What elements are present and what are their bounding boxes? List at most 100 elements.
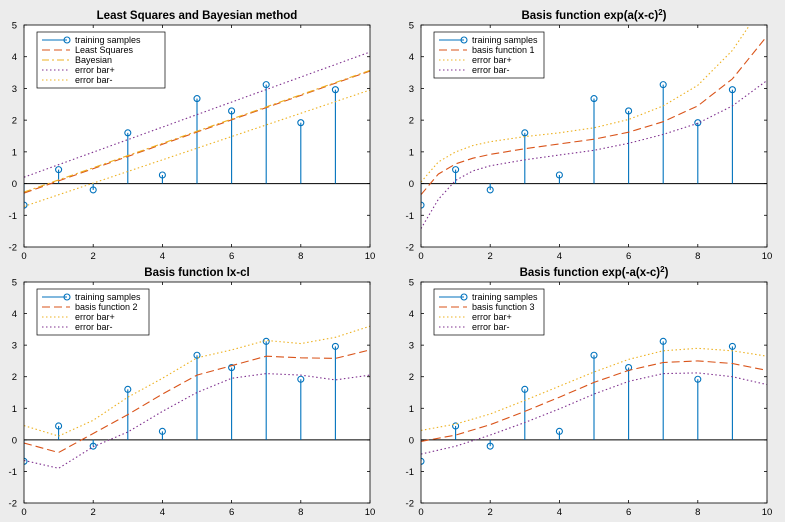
axes-box	[420, 24, 768, 248]
x-tick-label: 10	[762, 251, 773, 262]
legend-label: error bar-	[472, 65, 510, 75]
y-tick-label: 2	[409, 116, 414, 127]
stem-marker	[228, 364, 236, 372]
legend-swatch-marker	[63, 293, 71, 301]
chart-title: Least Squares and Bayesian method	[97, 10, 298, 22]
chart-panel-4: 0 2 4 6 8 10 -2 -1 0 1 2 3 4 5 Basis function exp(-a(x…	[406, 265, 773, 519]
series-line-3	[24, 51, 370, 178]
chart-panel-3: 0 2 4 6 8 10 -2 -1 0 1 2 3 4 5 Basis function lx-cl tra…	[9, 267, 376, 518]
stem-marker	[262, 81, 270, 89]
stem-marker	[694, 119, 702, 127]
axes-box	[23, 281, 371, 504]
x-tick-label: 4	[557, 507, 562, 518]
y-tick-label: 1	[12, 147, 17, 158]
legend-label: basis function 1	[472, 45, 535, 55]
chart-title: Basis function exp(a(x-c)2)	[521, 8, 666, 23]
legend-swatch-marker	[63, 36, 71, 44]
y-tick-label: 5	[12, 21, 17, 32]
plot-area	[421, 337, 767, 465]
stem-marker	[590, 95, 598, 103]
legend-label: Bayesian	[75, 55, 112, 65]
series-line-3	[24, 373, 370, 469]
x-tick-label: 0	[418, 507, 423, 518]
stem-marker	[421, 201, 425, 209]
y-tick-label: -2	[9, 243, 17, 254]
y-tick-label: 3	[12, 84, 17, 95]
chart-panel-2: 0 2 4 6 8 10 -2 -1 0 1 2 3 4 5 Basis function exp(a(x-…	[406, 8, 773, 263]
y-tick-label: -1	[406, 467, 414, 478]
y-tick-label: 0	[409, 435, 414, 446]
x-tick-label: 0	[418, 251, 423, 262]
stem-marker	[331, 342, 339, 350]
x-tick-label: 0	[21, 251, 26, 262]
stem-marker	[659, 81, 667, 89]
x-tick-label: 2	[488, 251, 493, 262]
stem-marker	[728, 342, 736, 350]
y-tick-label: 1	[409, 404, 414, 415]
series-line-1	[421, 360, 767, 442]
legend-label: training samples	[472, 292, 538, 302]
stem-marker	[193, 351, 201, 359]
stem-marker	[659, 337, 667, 345]
legend-label: training samples	[75, 292, 141, 302]
stem-marker	[55, 422, 63, 430]
axes-box	[23, 24, 371, 248]
y-tick-label: 4	[409, 52, 414, 63]
y-tick-label: -2	[9, 499, 17, 510]
x-tick-label: 8	[298, 507, 303, 518]
x-tick-label: 2	[488, 507, 493, 518]
legend-label: training samples	[75, 35, 141, 45]
legend-label: error bar+	[75, 65, 115, 75]
x-tick-label: 10	[762, 507, 773, 518]
series-line-1	[24, 70, 370, 194]
x-tick-label: 6	[229, 507, 234, 518]
legend-label: error bar+	[75, 312, 115, 322]
stem-marker	[55, 166, 63, 174]
legend-label: basis function 3	[472, 302, 535, 312]
stem-marker	[486, 186, 494, 194]
legend-label: error bar+	[472, 55, 512, 65]
legend-label: training samples	[472, 35, 538, 45]
stem-marker	[89, 442, 97, 450]
y-tick-label: 4	[12, 52, 17, 63]
x-tick-label: 6	[626, 251, 631, 262]
y-tick-label: -2	[406, 499, 414, 510]
axes-box	[420, 281, 768, 504]
y-tick-label: 5	[409, 278, 414, 289]
series-line-2	[24, 325, 370, 437]
legend-label: Least Squares	[75, 45, 134, 55]
stem-marker	[625, 107, 633, 115]
y-tick-label: 0	[12, 179, 17, 190]
x-tick-label: 6	[626, 507, 631, 518]
stem-marker	[555, 171, 563, 179]
series-line-2	[421, 25, 751, 183]
chart-title: Basis function exp(-a(x-c)2)	[520, 265, 669, 280]
stem-marker	[193, 95, 201, 103]
y-tick-label: 3	[12, 341, 17, 352]
y-tick-label: -1	[406, 211, 414, 222]
series-line-4	[24, 89, 370, 207]
y-tick-label: 2	[12, 372, 17, 383]
x-tick-label: 8	[298, 251, 303, 262]
stem-marker	[228, 107, 236, 115]
stem-marker	[89, 186, 97, 194]
plot-area	[421, 25, 767, 229]
stem-marker	[486, 442, 494, 450]
legend-swatch-marker	[460, 293, 468, 301]
x-tick-label: 4	[160, 507, 165, 518]
series-line-1	[24, 349, 370, 454]
stem-marker	[158, 427, 166, 435]
stem-marker	[452, 422, 460, 430]
stem-marker	[297, 375, 305, 383]
x-tick-label: 8	[695, 251, 700, 262]
y-tick-label: 2	[409, 372, 414, 383]
series-line-2	[24, 69, 370, 193]
stem-marker	[421, 457, 425, 465]
x-tick-label: 10	[365, 251, 376, 262]
chart-panel-1: 0 2 4 6 8 10 -2 -1 0 1 2 3 4 5 Least Squares and Bayes…	[9, 10, 376, 262]
stem-marker	[124, 129, 132, 137]
x-tick-label: 0	[21, 507, 26, 518]
